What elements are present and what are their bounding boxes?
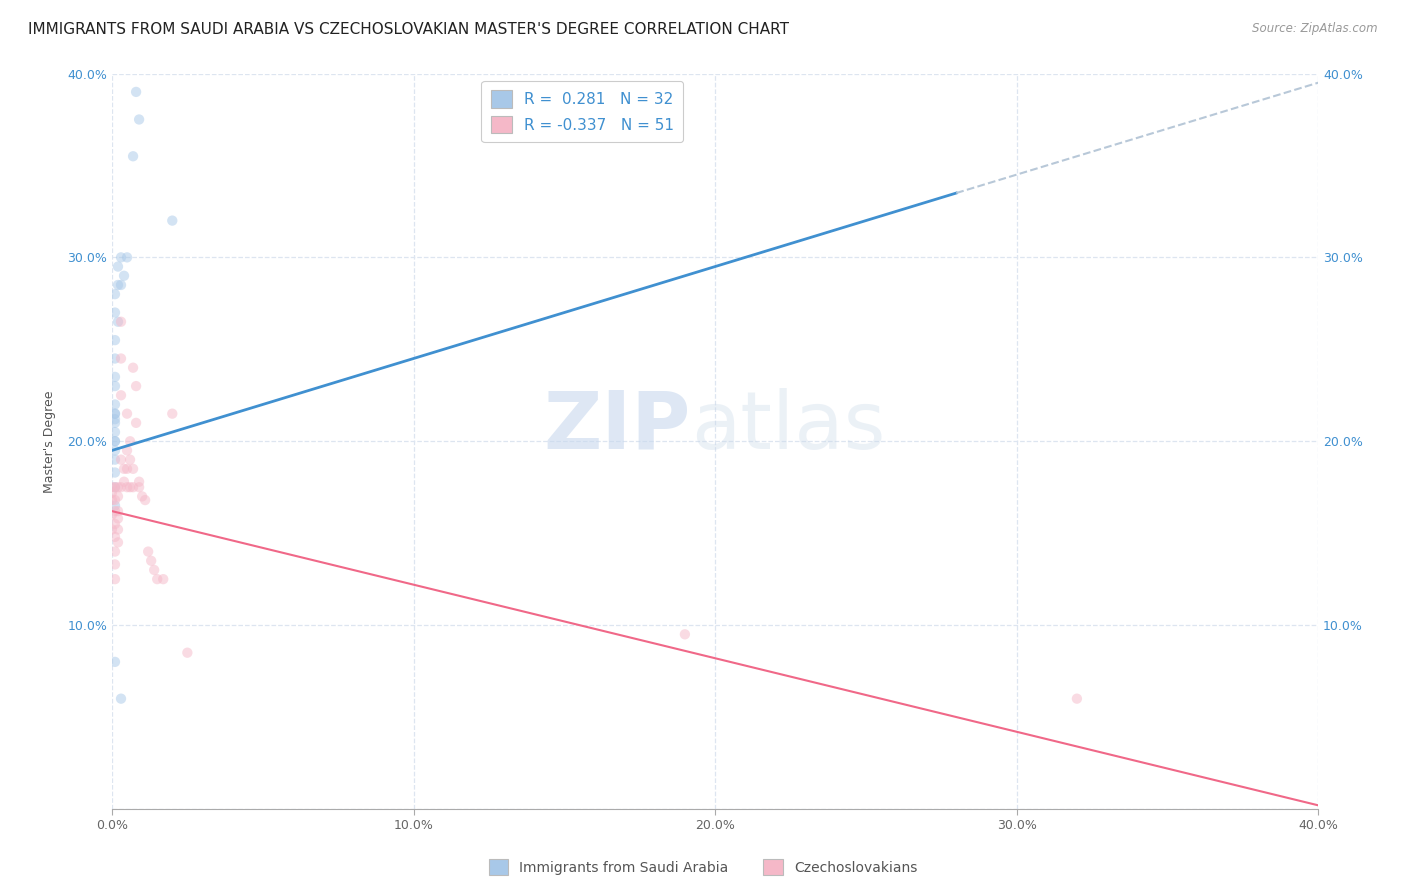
Point bbox=[110, 351, 132, 366]
Point bbox=[122, 462, 145, 476]
Point bbox=[143, 563, 166, 577]
Point bbox=[107, 523, 129, 537]
Point bbox=[112, 475, 135, 489]
Point bbox=[115, 251, 138, 265]
Point bbox=[122, 149, 145, 163]
Legend: R =  0.281   N = 32, R = -0.337   N = 51: R = 0.281 N = 32, R = -0.337 N = 51 bbox=[481, 81, 683, 143]
Point bbox=[115, 407, 138, 421]
Point bbox=[104, 434, 127, 449]
Point bbox=[125, 379, 148, 393]
Point bbox=[122, 480, 145, 494]
Point bbox=[101, 508, 124, 522]
Point bbox=[107, 315, 129, 329]
Point bbox=[104, 351, 127, 366]
Point bbox=[101, 480, 124, 494]
Point bbox=[112, 268, 135, 283]
Point bbox=[104, 530, 127, 544]
Point bbox=[110, 388, 132, 402]
Point bbox=[107, 260, 129, 274]
Point bbox=[128, 480, 150, 494]
Point bbox=[104, 499, 127, 513]
Point bbox=[110, 452, 132, 467]
Point bbox=[107, 535, 129, 549]
Text: atlas: atlas bbox=[690, 387, 886, 466]
Point bbox=[104, 493, 127, 508]
Point bbox=[104, 287, 127, 301]
Point bbox=[104, 370, 127, 384]
Point bbox=[120, 434, 142, 449]
Point bbox=[110, 480, 132, 494]
Point bbox=[128, 112, 150, 127]
Point bbox=[107, 504, 129, 518]
Point bbox=[104, 434, 127, 449]
Point bbox=[110, 277, 132, 292]
Point bbox=[104, 655, 127, 669]
Point bbox=[104, 558, 127, 572]
Point bbox=[104, 480, 127, 494]
Point bbox=[104, 452, 127, 467]
Point bbox=[104, 425, 127, 439]
Point bbox=[128, 475, 150, 489]
Point bbox=[107, 277, 129, 292]
Point bbox=[115, 462, 138, 476]
Point bbox=[141, 554, 163, 568]
Point bbox=[110, 691, 132, 706]
Point bbox=[162, 213, 184, 227]
Point bbox=[120, 480, 142, 494]
Point bbox=[1066, 691, 1088, 706]
Point bbox=[110, 251, 132, 265]
Point bbox=[104, 480, 127, 494]
Text: IMMIGRANTS FROM SAUDI ARABIA VS CZECHOSLOVAKIAN MASTER'S DEGREE CORRELATION CHAR: IMMIGRANTS FROM SAUDI ARABIA VS CZECHOSL… bbox=[28, 22, 789, 37]
Point bbox=[125, 85, 148, 99]
Point bbox=[131, 490, 153, 504]
Point bbox=[101, 485, 124, 500]
Point bbox=[115, 480, 138, 494]
Point bbox=[104, 572, 127, 586]
Point bbox=[176, 646, 198, 660]
Point bbox=[115, 443, 138, 458]
Point bbox=[107, 490, 129, 504]
Point bbox=[104, 466, 127, 480]
Text: ZIP: ZIP bbox=[544, 387, 690, 466]
Point bbox=[101, 523, 124, 537]
Point bbox=[122, 360, 145, 375]
Point bbox=[104, 407, 127, 421]
Point bbox=[104, 412, 127, 426]
Point bbox=[107, 480, 129, 494]
Point bbox=[104, 516, 127, 531]
Point bbox=[104, 544, 127, 558]
Text: Source: ZipAtlas.com: Source: ZipAtlas.com bbox=[1253, 22, 1378, 36]
Point bbox=[120, 452, 142, 467]
Point bbox=[104, 504, 127, 518]
Point bbox=[104, 305, 127, 319]
Point bbox=[136, 544, 159, 558]
Point bbox=[101, 493, 124, 508]
Point bbox=[104, 443, 127, 458]
Point bbox=[112, 462, 135, 476]
Point bbox=[104, 379, 127, 393]
Point bbox=[104, 333, 127, 347]
Point bbox=[125, 416, 148, 430]
Point bbox=[104, 407, 127, 421]
Point bbox=[104, 397, 127, 411]
Point bbox=[107, 511, 129, 525]
Point bbox=[146, 572, 169, 586]
Point bbox=[673, 627, 696, 641]
Legend: Immigrants from Saudi Arabia, Czechoslovakians: Immigrants from Saudi Arabia, Czechoslov… bbox=[484, 854, 922, 880]
Point bbox=[134, 493, 156, 508]
Point bbox=[110, 315, 132, 329]
Point bbox=[152, 572, 174, 586]
Y-axis label: Master's Degree: Master's Degree bbox=[44, 390, 56, 492]
Point bbox=[104, 416, 127, 430]
Point bbox=[162, 407, 184, 421]
